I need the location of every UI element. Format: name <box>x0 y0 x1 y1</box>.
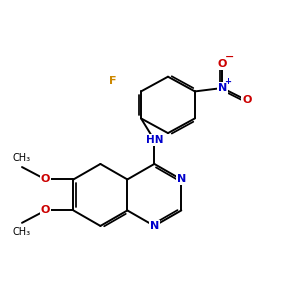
Text: CH₃: CH₃ <box>13 226 31 236</box>
Text: O: O <box>218 59 227 69</box>
Text: O: O <box>242 95 252 105</box>
Text: N: N <box>150 221 159 231</box>
Text: F: F <box>109 76 117 86</box>
Text: −: − <box>224 52 234 62</box>
Text: N: N <box>218 83 227 93</box>
Text: O: O <box>41 206 50 215</box>
Text: +: + <box>224 77 231 86</box>
Text: N: N <box>177 174 186 184</box>
Text: HN: HN <box>146 135 163 145</box>
Text: O: O <box>41 174 50 184</box>
Text: CH₃: CH₃ <box>13 153 31 164</box>
